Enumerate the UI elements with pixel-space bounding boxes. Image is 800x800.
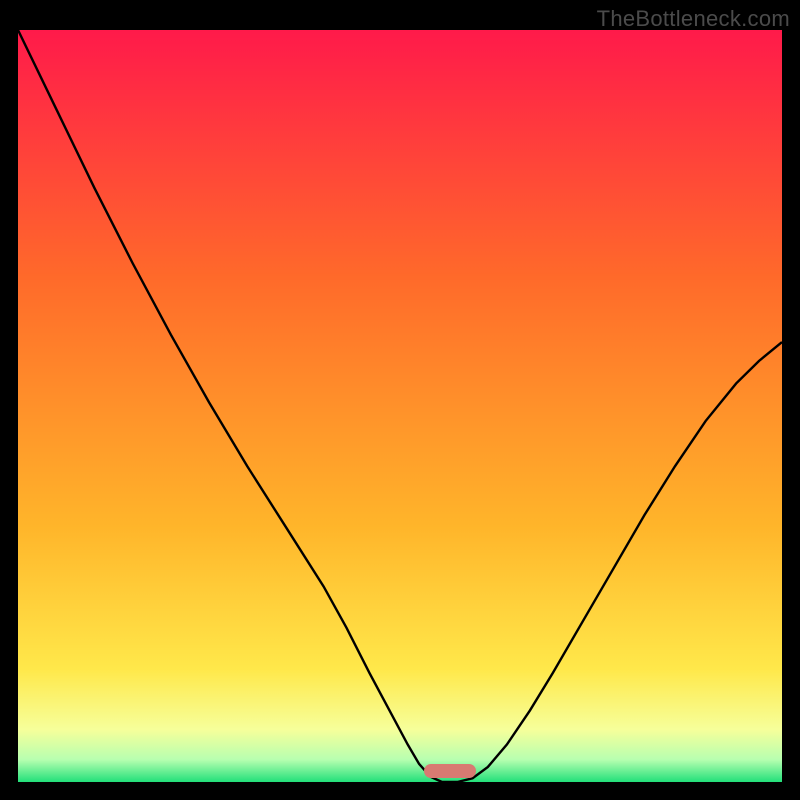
curve-path — [18, 30, 782, 782]
optimal-point-marker — [424, 764, 476, 778]
bottleneck-curve — [18, 30, 782, 782]
plot-area — [18, 30, 782, 782]
watermark-text: TheBottleneck.com — [597, 6, 790, 32]
